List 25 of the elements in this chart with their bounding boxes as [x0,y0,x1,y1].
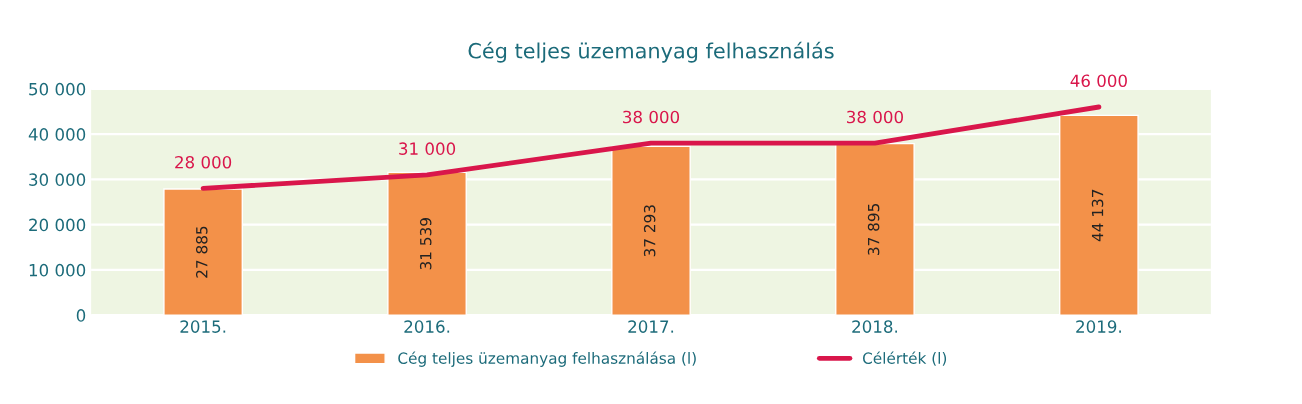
data-label: 31 539 [419,218,432,270]
x-tick-label: 2019. [1076,320,1121,333]
legend-label: Célérték (l) [862,351,947,366]
x-tick-label: 2018. [852,320,897,333]
data-label: 46 000 [1070,74,1127,88]
data-label: 38 000 [847,110,903,124]
data-label: 37 293 [643,205,656,257]
data-label: 27 885 [195,226,208,278]
y-tick-label: 20 000 [29,218,86,232]
y-tick-label: 40 000 [28,128,86,141]
x-tick-label: 2016. [404,320,450,333]
y-tick-label: 30 000 [29,173,86,186]
data-label: 44 137 [1091,189,1104,242]
legend-label: Cég teljes üzemanyag felhasználása (l) [398,351,696,367]
y-tick-label: 50 000 [29,82,86,96]
x-tick-label: 2017. [628,320,674,333]
y-tick-label: 10 000 [29,263,86,277]
data-label: 31 000 [399,142,456,155]
line-series [200,104,1102,191]
x-tick-label: 2015. [180,320,226,333]
chart-title: Cég teljes üzemanyag felhasználás [468,41,834,63]
data-label: 37 895 [867,203,880,255]
data-label: 38 000 [623,110,680,124]
y-tick-label: 0 [76,309,86,322]
data-label: 28 000 [175,155,232,169]
